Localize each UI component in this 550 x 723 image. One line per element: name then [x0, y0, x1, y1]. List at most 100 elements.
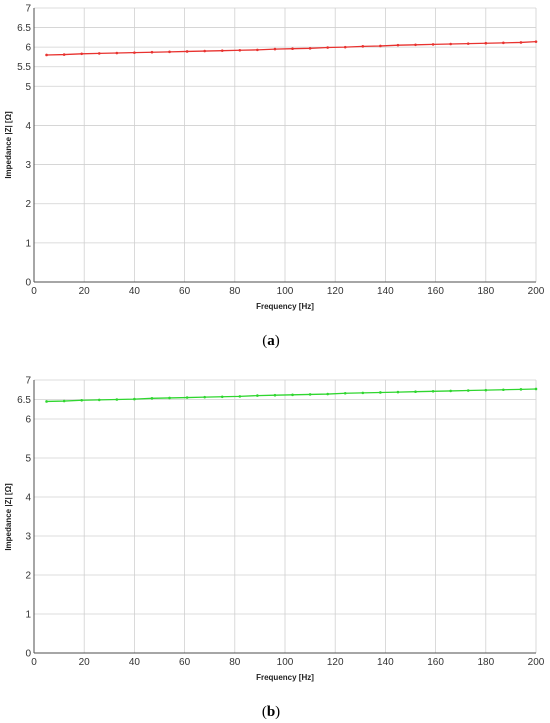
data-point-b — [256, 394, 259, 397]
caption-a: (a) — [262, 333, 280, 349]
data-point-a — [203, 49, 206, 53]
caption-b: (b) — [262, 704, 280, 720]
x-tick-label-b: 180 — [477, 657, 494, 668]
data-point-a — [519, 41, 523, 44]
y-tick-label-a: 5 — [25, 82, 31, 93]
data-point-b — [62, 399, 66, 403]
x-tick-label-a: 160 — [427, 286, 444, 297]
x-axis-label-a: Frequency [Hz] — [256, 302, 314, 311]
data-point-b — [379, 391, 382, 394]
y-tick-label-b: 5 — [25, 454, 31, 465]
data-point-a — [220, 49, 224, 52]
data-point-b — [133, 397, 136, 401]
x-tick-label-a: 140 — [377, 286, 394, 297]
x-tick-label-b: 160 — [427, 657, 444, 668]
data-point-b — [396, 390, 400, 394]
data-point-a — [449, 42, 452, 46]
data-point-a — [80, 52, 83, 56]
data-point-a — [534, 40, 538, 43]
y-tick-label-b: 6 — [25, 415, 31, 426]
x-tick-label-a: 40 — [129, 286, 141, 297]
data-point-b — [45, 400, 48, 403]
data-point-a — [45, 53, 48, 57]
data-point-a — [326, 46, 329, 49]
x-tick-label-b: 60 — [179, 657, 191, 668]
ticks-b: 0 20 40 60 80 100 120 140 160 180 200 0 1 2 3 4 5 6 6.5 7 — [17, 376, 545, 669]
data-point-a — [396, 43, 400, 47]
data-point-b — [308, 393, 312, 396]
data-point-b — [115, 398, 119, 401]
data-point-a — [168, 50, 171, 54]
series-b — [45, 387, 538, 403]
data-point-a — [150, 50, 154, 54]
data-point-a — [62, 53, 66, 56]
y-tick-label-b: 4 — [25, 493, 31, 504]
data-point-b — [343, 391, 347, 395]
caption-b-close: ) — [275, 704, 280, 720]
y-tick-label-b: 3 — [25, 532, 31, 543]
data-point-b — [502, 388, 505, 392]
y-tick-label-a: 6.5 — [17, 23, 31, 34]
axes-a — [33, 8, 536, 283]
data-point-a — [484, 41, 488, 45]
data-point-a — [502, 41, 505, 45]
data-point-a — [256, 48, 259, 52]
caption-a-close: ) — [275, 333, 280, 349]
x-tick-label-b: 200 — [528, 657, 545, 668]
data-point-b — [519, 388, 523, 391]
y-tick-label-a: 4 — [25, 121, 31, 132]
x-tick-label-b: 40 — [129, 657, 141, 668]
caption-a-open: ( — [262, 333, 267, 349]
data-point-b — [484, 388, 488, 392]
chart-panel-a: 0 20 40 60 80 100 120 140 160 180 200 0 1 2 3 4 5 5.5 6 6.5… — [4, 4, 545, 350]
x-tick-label-b: 100 — [277, 657, 294, 668]
x-tick-label-a: 60 — [179, 286, 191, 297]
data-point-a — [97, 52, 101, 55]
data-point-a — [185, 50, 189, 53]
data-point-a — [379, 44, 382, 48]
data-point-a — [238, 48, 242, 52]
y-tick-label-a: 2 — [25, 199, 31, 210]
series-a — [45, 40, 538, 57]
grid-b — [33, 379, 537, 654]
data-point-b — [326, 392, 329, 396]
x-tick-label-b: 120 — [327, 657, 344, 668]
x-tick-label-a: 180 — [477, 286, 494, 297]
y-tick-label-a: 7 — [25, 4, 31, 15]
y-axis-label-a: Impedance |Z| [Ω] — [4, 111, 13, 179]
data-point-a — [414, 43, 417, 47]
data-point-b — [431, 390, 435, 393]
data-point-b — [273, 393, 277, 397]
caption-a-letter: a — [267, 333, 275, 349]
y-tick-label-b: 2 — [25, 571, 31, 582]
x-tick-label-b: 20 — [79, 657, 91, 668]
y-tick-label-a: 1 — [25, 238, 31, 249]
data-point-b — [534, 387, 538, 391]
data-point-b — [203, 395, 206, 399]
axes-b — [33, 380, 536, 654]
x-tick-label-b: 140 — [377, 657, 394, 668]
data-point-b — [80, 398, 83, 402]
x-tick-label-a: 80 — [229, 286, 241, 297]
data-point-b — [97, 398, 101, 402]
y-tick-label-a: 6 — [25, 43, 31, 54]
x-tick-label-a: 200 — [528, 286, 545, 297]
data-point-a — [431, 43, 435, 46]
y-tick-label-b: 1 — [25, 610, 31, 621]
y-tick-label-b: 6.5 — [17, 395, 31, 406]
data-point-a — [291, 47, 294, 51]
x-tick-label-b: 80 — [229, 657, 241, 668]
y-axis-label-b: Impedance |Z| [Ω] — [4, 483, 13, 551]
data-point-b — [150, 397, 154, 400]
data-point-a — [115, 51, 119, 55]
caption-b-letter: b — [267, 704, 275, 720]
data-point-b — [220, 395, 224, 399]
x-tick-label-a: 0 — [31, 286, 37, 297]
y-tick-label-a: 3 — [25, 160, 31, 171]
caption-b-open: ( — [262, 704, 267, 720]
data-point-b — [449, 389, 452, 393]
y-tick-label-b: 7 — [25, 376, 31, 387]
data-point-b — [185, 396, 189, 399]
x-tick-label-a: 100 — [277, 286, 294, 297]
